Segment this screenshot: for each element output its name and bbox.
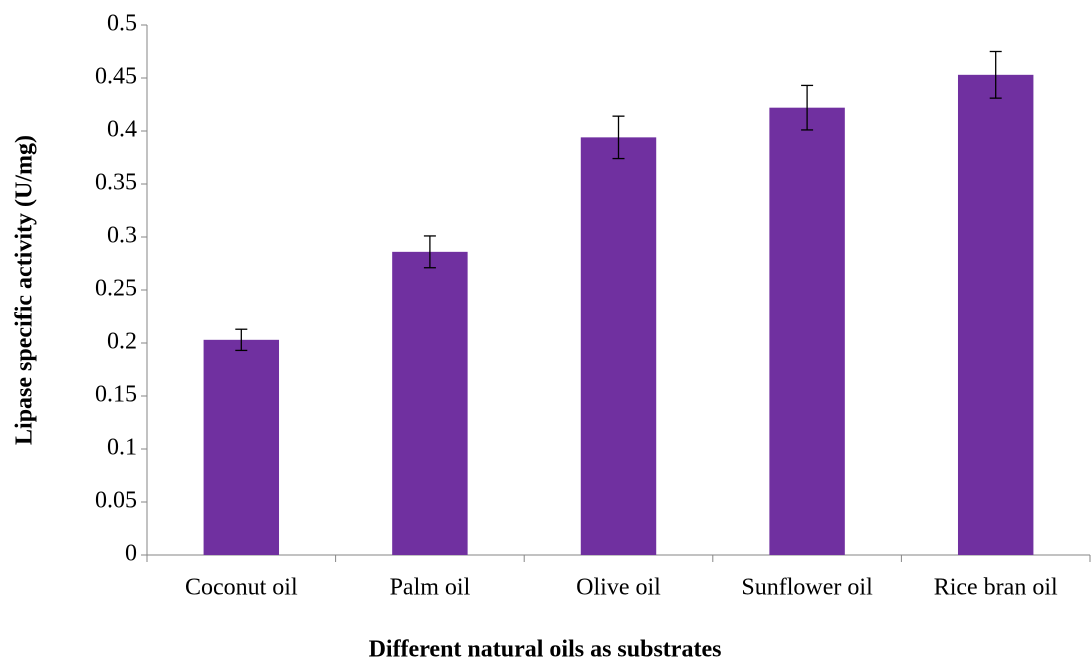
bar <box>203 339 280 555</box>
error-bar <box>235 328 248 352</box>
error-bar <box>612 115 625 160</box>
x-tick-label: Rice bran oil <box>934 575 1058 601</box>
y-axis-label: Lipase specific activity (U/mg) <box>12 135 38 445</box>
y-tick-label: 0.15 <box>95 382 137 408</box>
error-bar <box>423 235 436 269</box>
error-bar <box>801 84 814 131</box>
y-tick-label: 0.1 <box>107 435 137 461</box>
y-tick-label: 0.5 <box>107 11 137 37</box>
bar <box>580 137 657 556</box>
y-tick-label: 0.2 <box>107 329 137 355</box>
bar <box>769 107 845 556</box>
y-tick-label: 0.4 <box>107 117 137 143</box>
error-bar <box>989 50 1002 99</box>
y-tick-label: 0 <box>125 541 137 567</box>
y-tick-label: 0.35 <box>95 170 137 196</box>
bar <box>392 251 468 555</box>
y-tick-label: 0.45 <box>95 64 137 90</box>
x-tick-label: Olive oil <box>576 575 661 601</box>
bar <box>957 74 1034 555</box>
y-tick-label: 0.3 <box>107 223 137 249</box>
x-tick-label: Coconut oil <box>185 575 298 601</box>
y-tick-label: 0.25 <box>95 276 137 302</box>
x-tick-label: Palm oil <box>390 575 471 601</box>
y-tick-label: 0.05 <box>95 488 137 514</box>
x-tick-label: Sunflower oil <box>741 575 873 601</box>
x-axis-label: Different natural oils as substrates <box>369 637 722 661</box>
